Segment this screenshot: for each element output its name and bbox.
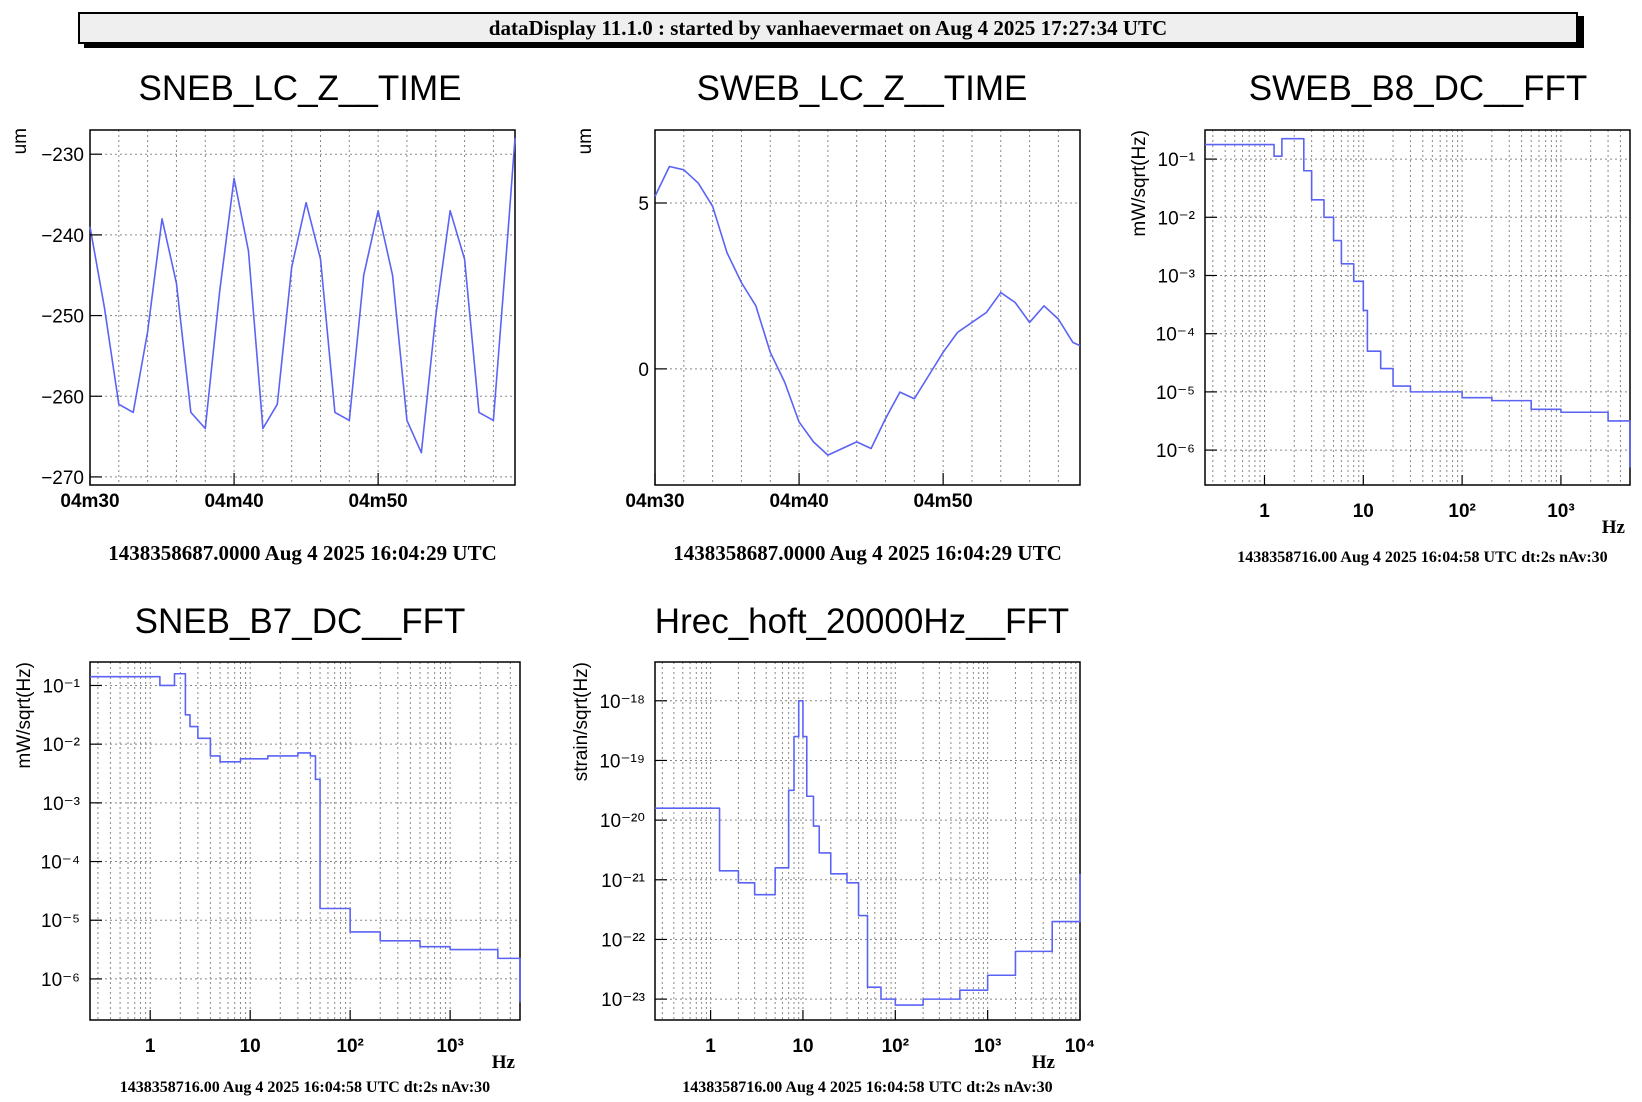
x-axis-label: Hz (1032, 1052, 1056, 1073)
data-trace (90, 672, 521, 1003)
y-tick-label: 10⁻⁶ (41, 970, 80, 991)
x-tick-label: 04m30 (60, 491, 119, 512)
x-tick-label: 10² (1448, 501, 1475, 522)
grid (1205, 130, 1631, 485)
plot-p1: SNEB_LC_Z__TIME 04m30 04m40 04m50 −230 −240 −2… (10, 69, 516, 565)
plot-p5: Hrec_hoft_20000Hz__FFT 1 10 10² 10³ 10⁴ Hz 10⁻¹… (571, 602, 1095, 1096)
y-axis-label: um (575, 128, 596, 154)
x-tick-label: 1 (1259, 501, 1270, 522)
x-tick-label: 10 (792, 1036, 813, 1057)
y-tick-label: 10⁻⁶ (1156, 441, 1195, 462)
x-tick-label: 04m40 (204, 491, 263, 512)
y-tick-label: 10⁻²⁰ (600, 811, 645, 832)
x-tick-label: 10⁴ (1065, 1036, 1096, 1057)
plot-timestamp: 1438358716.00 Aug 4 2025 16:04:58 UTC dt… (1237, 549, 1607, 566)
y-tick-label: 10⁻² (43, 735, 81, 756)
y-tick-label: 0 (638, 360, 649, 381)
y-tick-label: −240 (41, 226, 84, 247)
plot-frame (89, 661, 521, 1021)
y-tick-label: 10⁻¹ (1158, 150, 1196, 171)
y-tick-label: −230 (41, 145, 84, 166)
y-tick-label: 10⁻³ (1158, 266, 1196, 287)
plot-title: SWEB_B8_DC__FFT (1249, 69, 1587, 108)
grid (654, 130, 1080, 485)
y-tick-label: 10⁻⁵ (41, 911, 80, 932)
x-tick-label: 10² (336, 1036, 363, 1057)
plot-timestamp: 1438358716.00 Aug 4 2025 16:04:58 UTC dt… (120, 1079, 490, 1096)
plot-frame (89, 129, 516, 486)
x-tick-label: 1 (705, 1036, 716, 1057)
y-axis-label: strain/sqrt(Hz) (571, 662, 592, 781)
y-tick-label: 10⁻²² (601, 930, 645, 951)
plot-title: SNEB_B7_DC__FFT (135, 602, 466, 641)
x-tick-label: 10³ (436, 1036, 463, 1057)
y-tick-label: 10⁻¹⁸ (599, 692, 645, 713)
x-axis-label: Hz (1602, 517, 1626, 538)
x-tick-label: 10² (882, 1036, 909, 1057)
data-trace (655, 699, 1081, 1006)
y-tick-label: 10⁻²¹ (601, 871, 645, 892)
x-tick-label: 10 (1353, 501, 1374, 522)
app-title-bar: dataDisplay 11.1.0 : started by vanhaeve… (78, 12, 1578, 44)
y-tick-label: 10⁻⁴ (1156, 325, 1195, 346)
y-tick-label: 5 (638, 194, 649, 215)
x-tick-label: 10³ (1547, 501, 1574, 522)
grid (89, 130, 515, 485)
x-tick-label: 04m40 (769, 491, 828, 512)
plot-title: Hrec_hoft_20000Hz__FFT (655, 602, 1069, 641)
x-tick-label: 04m30 (625, 491, 684, 512)
y-tick-label: 10⁻²³ (601, 990, 645, 1011)
data-trace (89, 138, 516, 454)
y-axis-label: mW/sqrt(Hz) (14, 662, 35, 769)
x-axis-label: Hz (492, 1052, 516, 1073)
plot-p4: SNEB_B7_DC__FFT 1 10 10² 10³ Hz 10⁻¹ 10⁻² 10⁻³ 10… (14, 602, 521, 1096)
plot-p3: SWEB_B8_DC__FFT 1 10 10² 10³ Hz 10⁻¹ 10⁻² 10⁻³ 10… (1129, 69, 1631, 566)
grid (90, 662, 521, 1020)
plot-frame (1204, 129, 1631, 486)
y-tick-label: 10⁻⁴ (41, 853, 80, 874)
y-tick-label: −260 (41, 387, 84, 408)
plot-frame (654, 129, 1081, 486)
x-tick-label: 10³ (974, 1036, 1001, 1057)
y-axis-label: um (10, 128, 31, 154)
y-tick-label: −270 (41, 468, 84, 489)
x-tick-label: 04m50 (349, 491, 408, 512)
plot-p2: SWEB_LC_Z__TIME 04m30 04m40 04m50 5 0 um 143835… (575, 69, 1081, 565)
y-tick-label: 10⁻¹⁹ (599, 751, 645, 772)
x-tick-label: 1 (145, 1036, 156, 1057)
y-tick-label: 10⁻⁵ (1156, 383, 1195, 404)
x-tick-label: 10 (240, 1036, 261, 1057)
app-title: dataDisplay 11.1.0 : started by vanhaeve… (488, 16, 1168, 40)
grid (655, 662, 1081, 1020)
plot-title: SWEB_LC_Z__TIME (697, 69, 1028, 108)
y-axis-label: mW/sqrt(Hz) (1129, 130, 1150, 237)
y-tick-label: −250 (41, 307, 84, 328)
y-tick-label: 10⁻² (1158, 208, 1196, 229)
y-tick-label: 10⁻¹ (43, 676, 81, 697)
data-trace (1205, 137, 1631, 468)
y-tick-label: 10⁻³ (43, 794, 81, 815)
plot-frame (654, 661, 1081, 1021)
data-trace (654, 165, 1081, 456)
plot-timestamp: 1438358716.00 Aug 4 2025 16:04:58 UTC dt… (682, 1079, 1052, 1096)
x-tick-label: 04m50 (914, 491, 973, 512)
plot-timestamp: 1438358687.0000 Aug 4 2025 16:04:29 UTC (108, 541, 497, 565)
plot-title: SNEB_LC_Z__TIME (139, 69, 462, 108)
plot-timestamp: 1438358687.0000 Aug 4 2025 16:04:29 UTC (673, 541, 1062, 565)
